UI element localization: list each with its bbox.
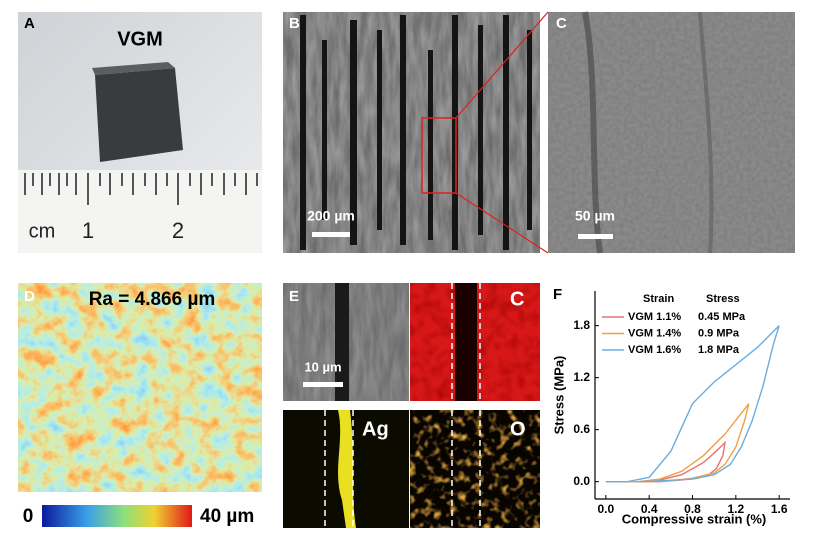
zoom-box — [421, 117, 457, 194]
x-tick-label: 0.0 — [597, 502, 614, 516]
scale-bar-label: 200 µm — [307, 208, 355, 224]
scale-bar — [303, 382, 343, 387]
panel-label: B — [289, 15, 300, 32]
panel-label: F — [553, 286, 562, 303]
y-tick-label: 0.6 — [573, 422, 590, 436]
element-label: Ag — [362, 418, 389, 440]
chart-bg — [548, 283, 795, 533]
x-tick-label: 1.2 — [727, 502, 744, 516]
legend-header: Stress — [706, 293, 740, 305]
scale-bar-label: 50 µm — [575, 208, 615, 224]
channel-wall — [698, 11, 714, 254]
series-line — [605, 403, 750, 483]
legend-stress: 0.9 MPa — [698, 327, 740, 339]
legend-header: Strain — [643, 293, 674, 305]
legend-label: VGM 1.6% — [628, 344, 681, 356]
ruler-unit: cm — [29, 220, 56, 242]
oxygen-texture — [410, 410, 540, 528]
ruler-ticks — [24, 173, 258, 205]
scale-bar — [578, 234, 613, 239]
panel-c: C 50 µm — [548, 11, 795, 254]
y-axis-title: Stress (MPa) — [551, 356, 566, 435]
panel-label: D — [24, 288, 35, 305]
panel-a: A VGM cm 1 2 — [18, 12, 262, 253]
series-line — [605, 325, 780, 483]
element-label: C — [510, 288, 524, 310]
ruler-mark: 2 — [172, 218, 184, 243]
roughness-map — [18, 283, 262, 492]
silver-band — [338, 410, 356, 528]
legend-label: VGM 1.4% — [628, 327, 681, 339]
y-tick-label: 1.2 — [573, 370, 590, 384]
x-tick-label: 0.4 — [641, 502, 658, 516]
y-tick-label: 1.8 — [573, 318, 590, 332]
legend-stress: 1.8 MPa — [698, 344, 740, 356]
sample-block — [95, 68, 183, 162]
carbon-gap — [455, 283, 477, 401]
colorbar — [42, 505, 192, 527]
panel-label: E — [289, 288, 299, 305]
colorbar-max: 40 µm — [200, 506, 254, 527]
channel-wall — [582, 11, 603, 254]
channels — [300, 15, 532, 250]
ruler-mark: 1 — [82, 218, 94, 243]
x-tick-label: 0.8 — [684, 502, 701, 516]
zoom-line — [455, 11, 549, 119]
zoom-line — [455, 192, 549, 254]
legend-label: VGM 1.1% — [628, 311, 681, 323]
scale-bar-label: 10 µm — [304, 359, 341, 374]
sample-top — [92, 62, 175, 75]
legend-stress: 0.45 MPa — [698, 311, 746, 323]
colorbar-min: 0 — [23, 506, 34, 527]
sample-title: VGM — [117, 28, 163, 50]
x-axis-title: Compressive strain (%) — [622, 511, 767, 526]
panel-d: D Ra = 4.866 µm 0 40 µm — [18, 283, 262, 527]
channel — [335, 283, 349, 401]
panel-label: A — [24, 15, 35, 32]
panel-b: B 200 µm — [283, 12, 540, 253]
y-tick-label: 0.0 — [573, 474, 590, 488]
x-tick-label: 1.6 — [771, 502, 788, 516]
roughness-value: Ra = 4.866 µm — [89, 289, 216, 310]
panel-e: E 10 µm C Ag O — [283, 283, 540, 528]
scale-bar — [312, 232, 350, 237]
panel-f: F Compressive strain (%) Stress (MPa) St… — [548, 283, 795, 533]
panel-label: C — [556, 15, 567, 32]
element-label: O — [510, 418, 526, 440]
